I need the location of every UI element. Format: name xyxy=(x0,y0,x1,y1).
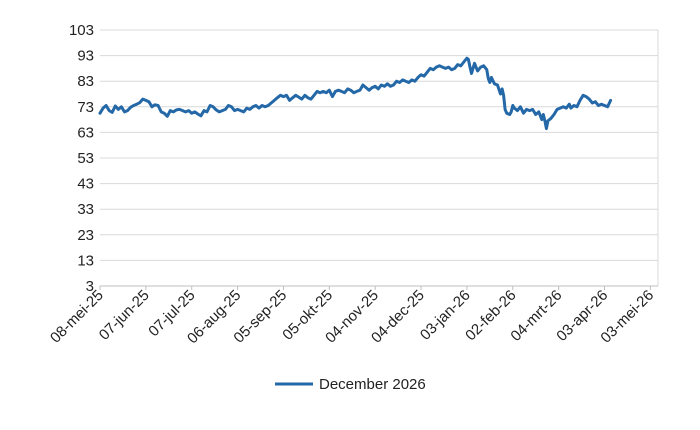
gridlines xyxy=(100,29,659,286)
y-tick-label: 33 xyxy=(77,201,94,218)
y-tick-label: 23 xyxy=(77,227,94,244)
y-tick-label: 13 xyxy=(77,252,94,269)
y-tick-label: 63 xyxy=(77,124,94,141)
y-tick-labels: 3 13 23 33 43 53 63 73 83 93 103 xyxy=(69,22,94,295)
y-tick-label: 43 xyxy=(77,176,94,193)
y-tick-label: 103 xyxy=(69,22,94,39)
y-tick-label: 93 xyxy=(77,48,94,65)
series-lines xyxy=(98,56,613,131)
y-tick-label: 3 xyxy=(86,278,94,295)
y-tick-label: 73 xyxy=(77,99,94,116)
y-tick-label: 53 xyxy=(77,150,94,167)
legend-label: December 2026 xyxy=(319,376,426,393)
series-line xyxy=(98,56,613,131)
y-tick-label: 83 xyxy=(77,73,94,90)
legend: December 2026 xyxy=(275,376,426,393)
